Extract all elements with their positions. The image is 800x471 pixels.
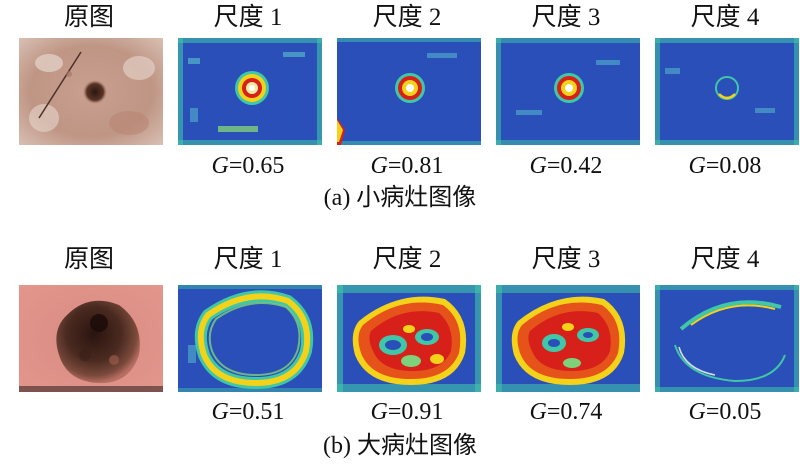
g-value-large-2: G=0.91 xyxy=(370,399,444,425)
heatmap-large-scale2 xyxy=(337,285,481,392)
heatmap-small-scale1 xyxy=(178,38,322,145)
g-value-small-2: G=0.81 xyxy=(370,153,444,179)
heatmap-small-scale2 xyxy=(337,38,481,145)
g-value-large-3: G=0.74 xyxy=(529,399,603,425)
caption-large-lesion: (b) 大病灶图像 xyxy=(323,433,477,459)
g-value-large-1: G=0.51 xyxy=(211,399,285,425)
heatmap-small-scale3 xyxy=(496,38,640,145)
g-value-small-1: G=0.65 xyxy=(211,153,285,179)
original-image-large-lesion xyxy=(19,285,163,392)
header-scale4-b: 尺度 4 xyxy=(690,246,760,273)
heatmap-small-scale4 xyxy=(655,38,799,145)
heatmap-large-scale1 xyxy=(178,285,322,392)
header-scale2-a: 尺度 2 xyxy=(372,4,442,31)
header-original-b: 原图 xyxy=(63,246,114,273)
header-scale4-a: 尺度 4 xyxy=(690,4,760,31)
header-original-a: 原图 xyxy=(63,4,114,31)
g-value-large-4: G=0.05 xyxy=(688,399,762,425)
header-scale3-a: 尺度 3 xyxy=(531,4,601,31)
caption-small-lesion: (a) 小病灶图像 xyxy=(323,185,477,211)
header-scale2-b: 尺度 2 xyxy=(372,246,442,273)
original-image-small-lesion xyxy=(19,38,163,145)
g-value-small-4: G=0.08 xyxy=(688,153,762,179)
heatmap-large-scale3 xyxy=(496,285,640,392)
heatmap-large-scale4 xyxy=(655,285,799,392)
header-scale1-b: 尺度 1 xyxy=(213,246,283,273)
g-value-small-3: G=0.42 xyxy=(529,153,603,179)
header-scale1-a: 尺度 1 xyxy=(213,4,283,31)
header-scale3-b: 尺度 3 xyxy=(531,246,601,273)
